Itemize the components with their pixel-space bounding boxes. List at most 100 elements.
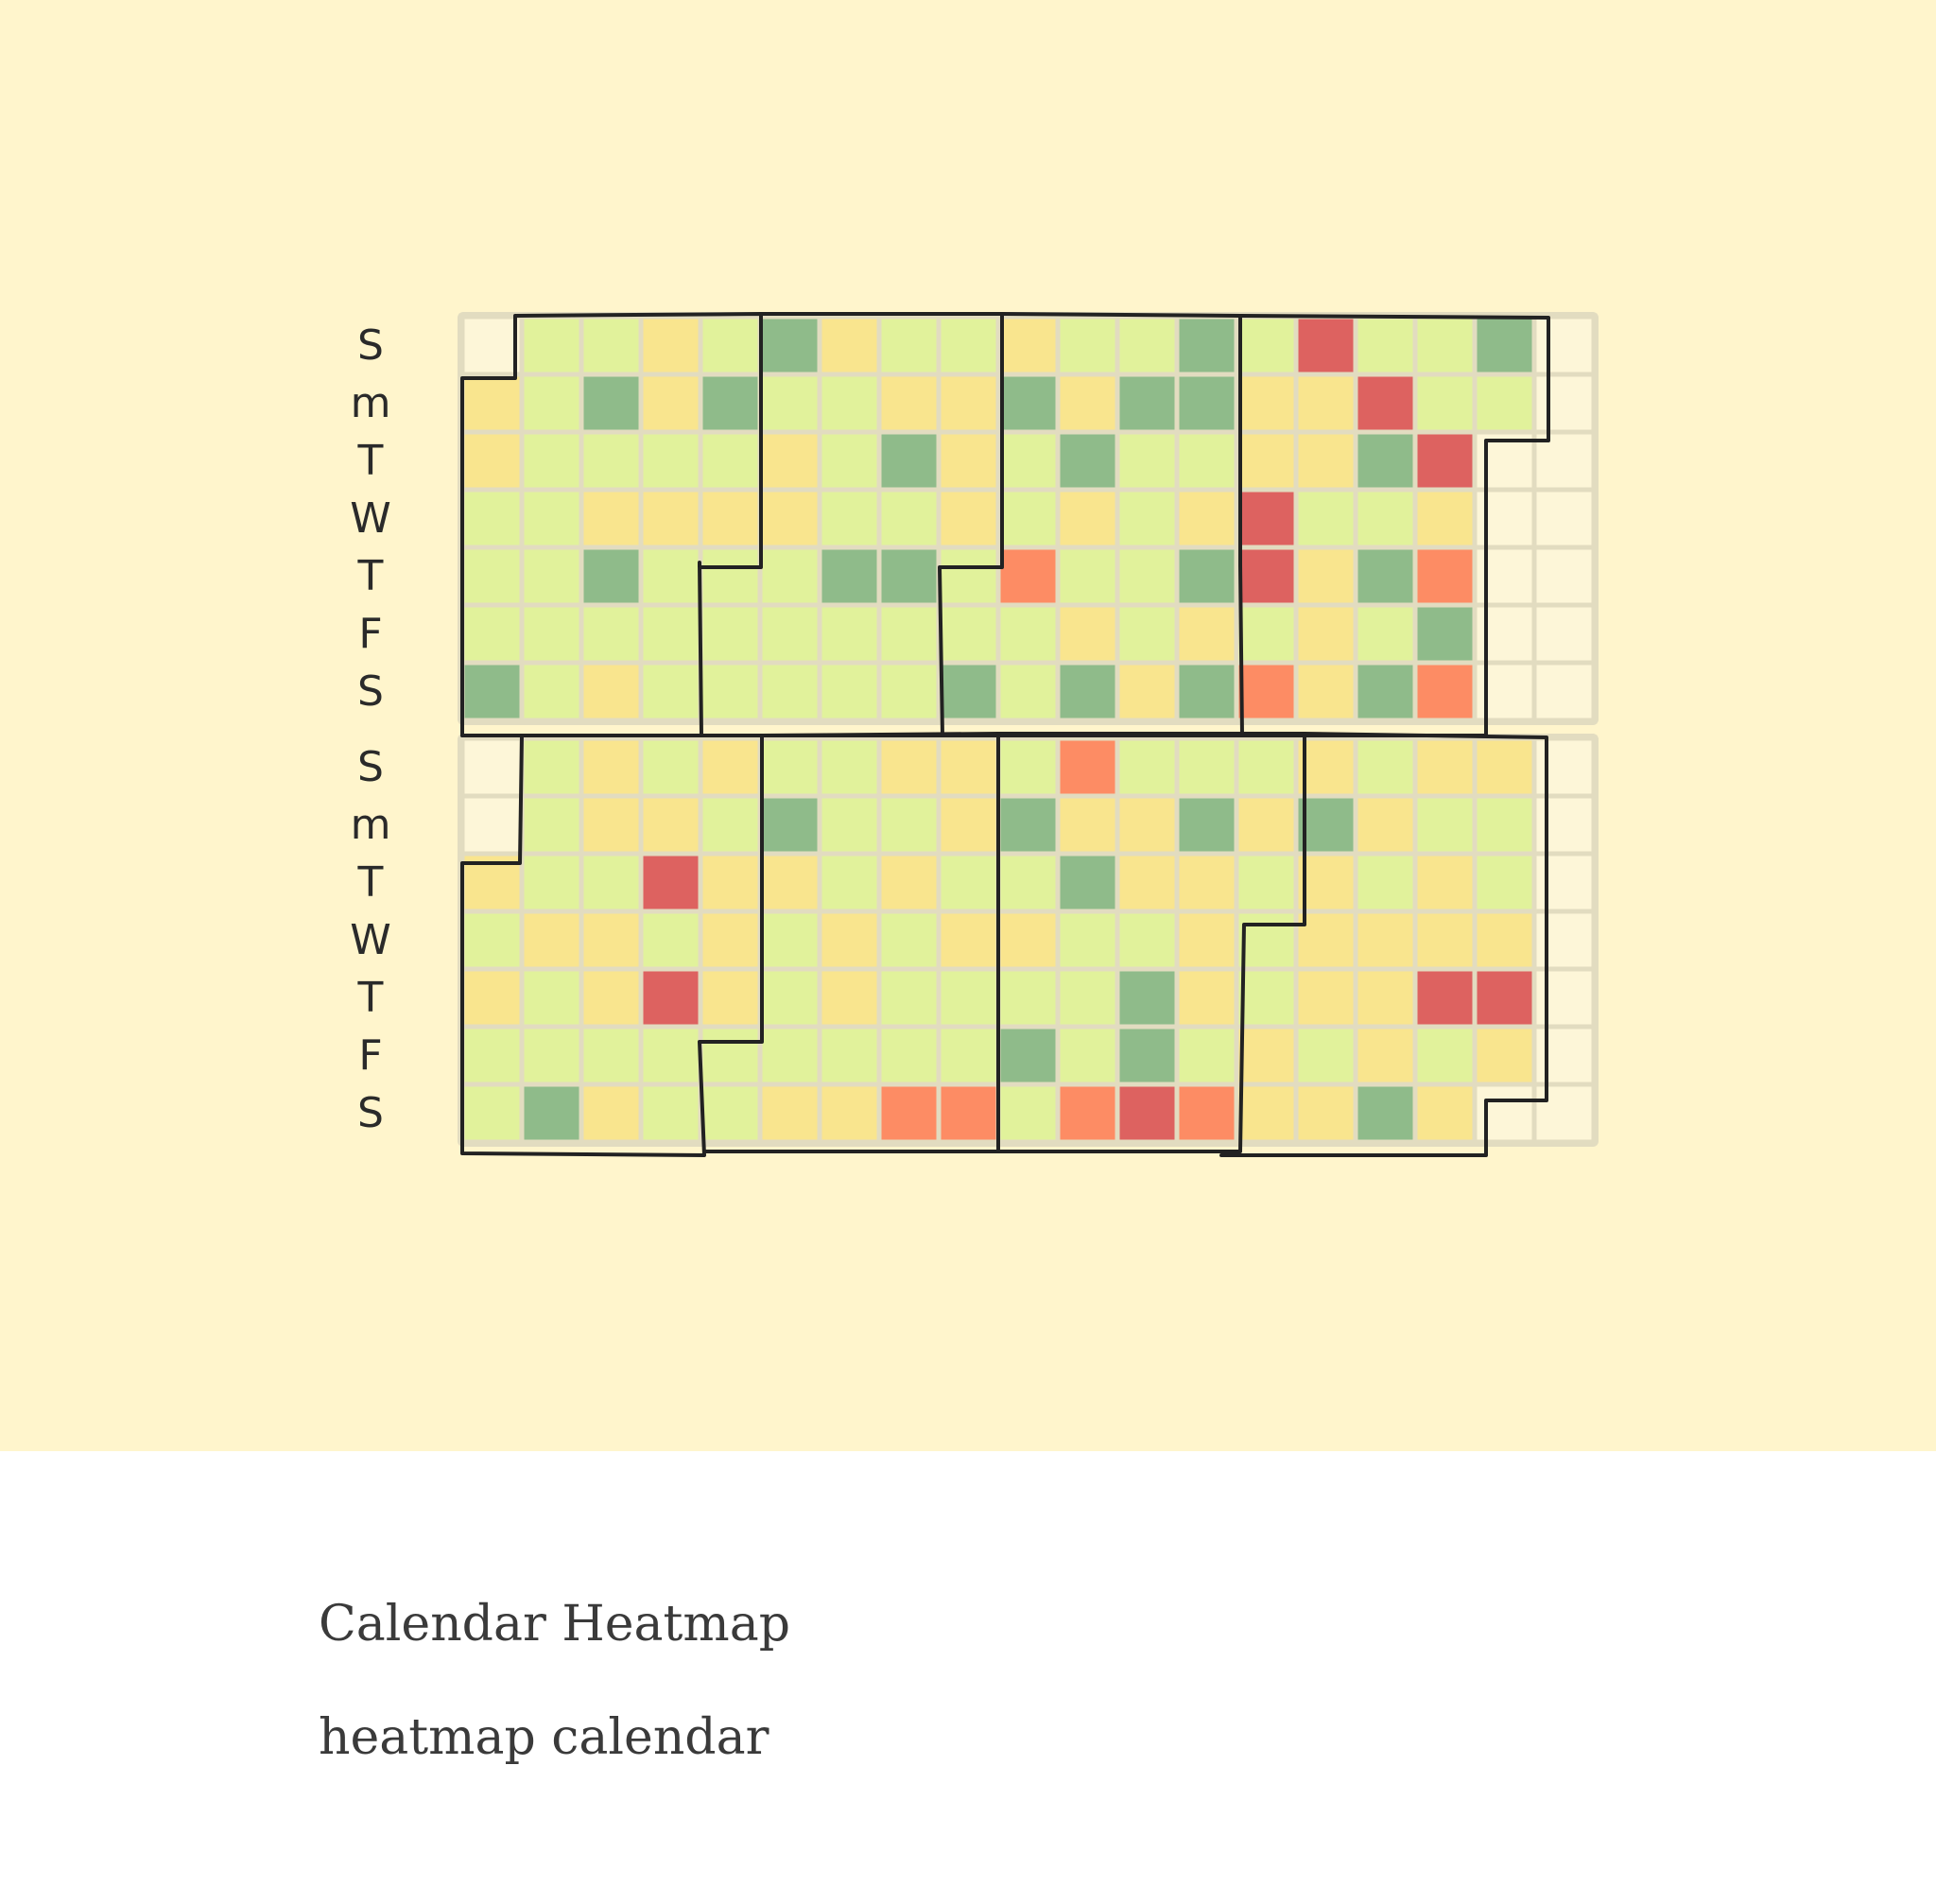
heatmap-cell <box>1417 971 1473 1025</box>
heatmap-cell <box>1298 1086 1354 1140</box>
heatmap-cell <box>1417 319 1473 372</box>
heatmap-panel <box>458 312 1599 725</box>
heatmap-cell <box>1119 798 1175 852</box>
heatmap-cell <box>821 434 877 488</box>
row-label: F <box>358 1031 382 1080</box>
heatmap-cell <box>1477 376 1532 430</box>
heatmap-cell <box>881 913 937 967</box>
heatmap-cell <box>1417 549 1473 603</box>
heatmap-cell <box>583 971 639 1025</box>
heatmap-cell <box>821 492 877 545</box>
caption-subtitle: heatmap calendar <box>319 1709 769 1766</box>
heatmap-cell <box>1238 740 1294 794</box>
heatmap-cell <box>464 740 520 794</box>
heatmap-cell <box>1000 1086 1056 1140</box>
heatmap-cell <box>1000 856 1056 909</box>
heatmap-cell <box>1238 971 1294 1025</box>
heatmap-cell <box>1238 549 1294 603</box>
heatmap-cell <box>464 434 520 488</box>
heatmap-cell <box>524 856 579 909</box>
heatmap-cell <box>1119 1029 1175 1082</box>
heatmap-cell <box>1179 971 1235 1025</box>
heatmap-cell <box>524 319 579 372</box>
heatmap-cell <box>702 665 758 718</box>
heatmap-cell <box>1417 1029 1473 1082</box>
heatmap-cell <box>821 376 877 430</box>
row-label: S <box>357 667 384 716</box>
heatmap-cell <box>1357 740 1413 794</box>
heatmap-cell <box>1417 607 1473 661</box>
heatmap-cell <box>1298 665 1354 718</box>
heatmap-cell <box>583 492 639 545</box>
heatmap-cell <box>524 971 579 1025</box>
heatmap-cell <box>702 376 758 430</box>
month-outline <box>460 312 763 737</box>
heatmap-cell <box>524 913 579 967</box>
heatmap-cell <box>464 798 520 852</box>
heatmap-cell <box>1238 1029 1294 1082</box>
heatmap-cell <box>762 319 818 372</box>
heatmap-cell <box>1060 492 1115 545</box>
month-outline <box>1219 732 1548 1157</box>
heatmap-cell <box>1119 665 1175 718</box>
heatmap-cell <box>1298 434 1354 488</box>
heatmap-cell <box>762 798 818 852</box>
row-label: S <box>357 321 384 370</box>
heatmap-cell <box>1477 971 1532 1025</box>
heatmap-cell <box>1179 549 1235 603</box>
heatmap-cell <box>464 376 520 430</box>
heatmap-cell <box>583 665 639 718</box>
heatmap-cell <box>881 549 937 603</box>
heatmap-cell <box>1179 1029 1235 1082</box>
heatmap-cell <box>583 434 639 488</box>
heatmap-cell <box>1119 434 1175 488</box>
heatmap-cell <box>1000 492 1056 545</box>
heatmap-cell <box>821 856 877 909</box>
heatmap-cell <box>1536 376 1592 430</box>
heatmap-cell <box>1119 913 1175 967</box>
heatmap-cell <box>1298 798 1354 852</box>
heatmap-cell <box>941 492 996 545</box>
heatmap-cell <box>1060 971 1115 1025</box>
heatmap-cell <box>464 549 520 603</box>
heatmap-cell <box>1060 913 1115 967</box>
heatmap-cell <box>1179 1086 1235 1140</box>
heatmap-cell <box>1298 376 1354 430</box>
heatmap-cell <box>821 740 877 794</box>
heatmap-cell <box>821 1086 877 1140</box>
heatmap-cell <box>941 319 996 372</box>
heatmap-cell <box>1298 607 1354 661</box>
heatmap-cell <box>1119 740 1175 794</box>
heatmap-cell <box>1060 740 1115 794</box>
heatmap-cell <box>1357 971 1413 1025</box>
heatmap-cell <box>1238 607 1294 661</box>
row-label: S <box>357 1089 384 1137</box>
heatmap-cell <box>1179 740 1235 794</box>
heatmap-cell <box>941 856 996 909</box>
heatmap-cell <box>1536 319 1592 372</box>
heatmap-cell <box>1298 1029 1354 1082</box>
heatmap-cell <box>1060 1086 1115 1140</box>
heatmap-cell <box>524 1086 579 1140</box>
heatmap-cell <box>1238 492 1294 545</box>
heatmap-cell <box>1060 607 1115 661</box>
heatmap-cell <box>881 607 937 661</box>
heatmap-cell <box>1000 434 1056 488</box>
heatmap-cell <box>524 434 579 488</box>
heatmap-cell <box>1179 376 1235 430</box>
heatmap-cell <box>1179 798 1235 852</box>
heatmap-cell <box>1238 913 1294 967</box>
heatmap-cell <box>1060 1029 1115 1082</box>
heatmap-cell <box>464 1086 520 1140</box>
heatmap-cell <box>881 740 937 794</box>
heatmap-cell <box>524 492 579 545</box>
heatmap-cell <box>583 856 639 909</box>
heatmap-cell <box>1477 798 1532 852</box>
heatmap-cell <box>643 492 699 545</box>
heatmap-cell <box>583 740 639 794</box>
heatmap-cell <box>881 434 937 488</box>
heatmap-cell <box>941 549 996 603</box>
heatmap-cell <box>464 913 520 967</box>
